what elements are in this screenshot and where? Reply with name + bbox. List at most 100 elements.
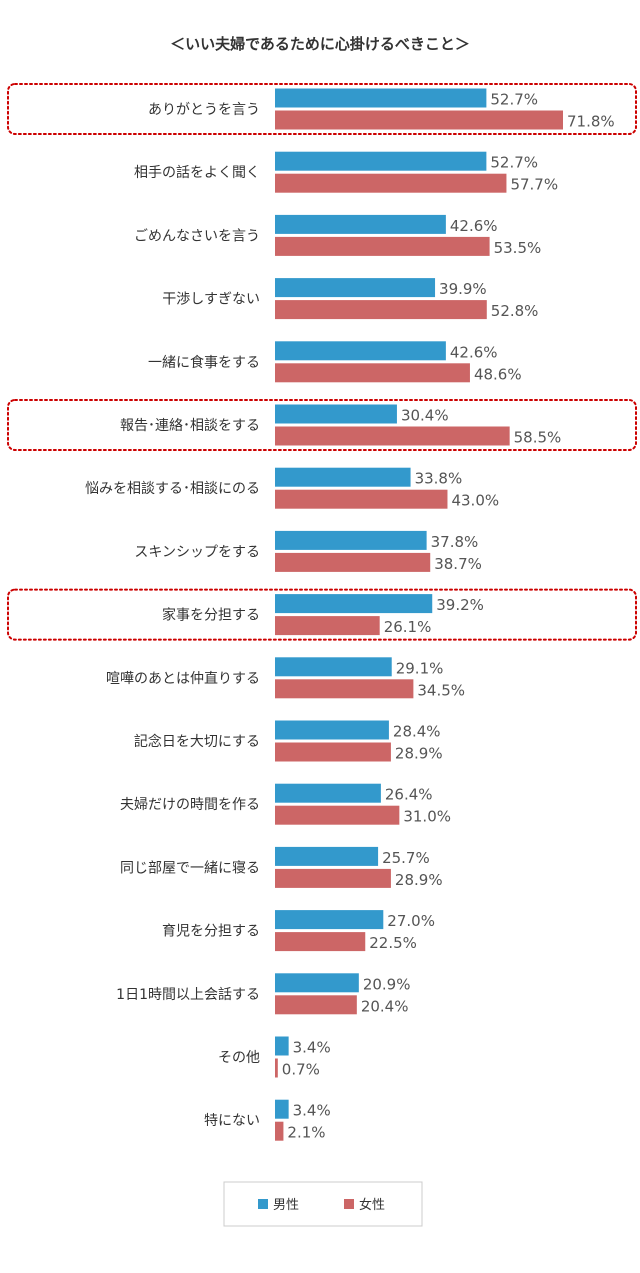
female-legend-swatch bbox=[344, 1199, 354, 1209]
chart-row: 相手の話をよく聞く 52.7% 57.7% bbox=[134, 151, 558, 194]
chart-row: その他 3.4% 0.7% bbox=[218, 1036, 331, 1079]
male-bar bbox=[275, 910, 384, 930]
male-value-label: 39.9% bbox=[439, 280, 487, 298]
female-value-label: 43.0% bbox=[451, 492, 499, 510]
female-value-label: 34.5% bbox=[417, 681, 465, 699]
category-label: 記念日を大切にする bbox=[134, 733, 260, 750]
category-label: 報告･連絡･相談をする bbox=[120, 418, 260, 434]
female-value-label: 31.0% bbox=[403, 808, 451, 826]
female-bar bbox=[275, 1121, 284, 1141]
chart-row: ごめんなさいを言う 42.6% 53.5% bbox=[134, 214, 542, 257]
male-value-label: 28.4% bbox=[393, 723, 441, 741]
male-bar bbox=[275, 657, 392, 677]
male-bar bbox=[275, 88, 487, 108]
female-bar bbox=[275, 805, 400, 825]
female-value-label: 22.5% bbox=[369, 934, 417, 952]
female-bar bbox=[275, 932, 366, 952]
female-bar bbox=[275, 236, 490, 256]
female-bar bbox=[275, 679, 414, 699]
chart-row: 干渉しすぎない 39.9%52.8% bbox=[162, 278, 538, 320]
chart-row: 同じ部屋で一緒に寝る 25.7% 28.9% bbox=[120, 846, 443, 889]
highlight-boxes bbox=[7, 83, 637, 641]
female-bar bbox=[275, 426, 510, 446]
male-bar bbox=[275, 1036, 289, 1056]
male-bar bbox=[275, 594, 433, 614]
category-label: スキンシップをする bbox=[134, 544, 260, 560]
female-value-label: 26.1% bbox=[384, 618, 432, 636]
female-bar bbox=[275, 616, 380, 636]
category-label: 一緒に食事をする bbox=[148, 354, 260, 371]
category-label: ありがとうを言う bbox=[148, 102, 260, 118]
female-value-label: 58.5% bbox=[514, 429, 562, 447]
category-label: 1日1時間以上会話する bbox=[116, 986, 260, 1003]
female-bar bbox=[275, 742, 391, 762]
female-value-label: 48.6% bbox=[474, 365, 522, 383]
category-label: 相手の話をよく聞く bbox=[134, 164, 260, 181]
female-bar bbox=[275, 300, 487, 320]
female-value-label: 20.4% bbox=[361, 997, 409, 1015]
category-label: 育児を分担する bbox=[162, 924, 260, 940]
male-value-label: 42.6% bbox=[450, 217, 498, 235]
male-bar bbox=[275, 846, 379, 866]
female-value-label: 71.8% bbox=[567, 113, 615, 131]
female-bar bbox=[275, 110, 563, 130]
female-value-label: 0.7% bbox=[282, 1061, 320, 1079]
category-label: 特にない bbox=[204, 1113, 260, 1129]
male-value-label: 20.9% bbox=[363, 975, 411, 993]
male-legend-swatch bbox=[258, 1199, 268, 1209]
male-value-label: 3.4% bbox=[293, 1102, 331, 1120]
male-value-label: 27.0% bbox=[387, 912, 435, 930]
male-value-label: 33.8% bbox=[415, 470, 463, 488]
category-label: その他 bbox=[218, 1050, 260, 1066]
male-bar bbox=[275, 214, 446, 234]
female-bar bbox=[275, 868, 391, 888]
male-bar bbox=[275, 467, 411, 487]
chart-rows: ありがとうを言う 52.7% 71.8% 相手の話をよく聞く 52.7% 57.7% ごめん… bbox=[85, 88, 615, 1142]
female-value-label: 57.7% bbox=[510, 176, 558, 194]
chart-row: 喧嘩のあとは仲直りする 29.1% 34.5% bbox=[106, 657, 465, 699]
male-bar bbox=[275, 973, 359, 993]
chart-row: スキンシップをする 37.8% 38.7% bbox=[134, 530, 482, 573]
highlight-box bbox=[7, 588, 637, 641]
chart-row: 悩みを相談する･相談にのる 33.8% 43.0% bbox=[85, 467, 499, 510]
female-bar bbox=[275, 552, 431, 572]
female-bar bbox=[275, 173, 507, 193]
male-value-label: 29.1% bbox=[396, 659, 444, 677]
male-bar bbox=[275, 341, 446, 361]
male-value-label: 26.4% bbox=[385, 786, 433, 804]
male-value-label: 52.7% bbox=[490, 91, 538, 109]
chart-row: 夫婦だけの時間を作る 26.4% 31.0% bbox=[120, 783, 451, 826]
female-bar bbox=[275, 1058, 278, 1078]
chart-title: ＜いい夫婦であるために心掛けるべきこと＞ bbox=[170, 35, 470, 53]
male-value-label: 37.8% bbox=[431, 533, 479, 551]
male-value-label: 52.7% bbox=[490, 154, 538, 172]
male-value-label: 30.4% bbox=[401, 407, 449, 425]
female-value-label: 28.9% bbox=[395, 745, 443, 763]
chart-row: 特にない 3.4% 2.1% bbox=[204, 1099, 331, 1142]
female-value-label: 2.1% bbox=[287, 1124, 325, 1142]
category-label: 喧嘩のあとは仲直りする bbox=[106, 670, 260, 687]
male-bar bbox=[275, 530, 427, 550]
female-value-label: 53.5% bbox=[494, 239, 542, 257]
male-bar bbox=[275, 151, 487, 171]
chart-row: 1日1時間以上会話する 20.9% 20.4% bbox=[116, 973, 410, 1015]
male-bar bbox=[275, 783, 381, 803]
female-value-label: 28.9% bbox=[395, 871, 443, 889]
male-value-label: 39.2% bbox=[436, 596, 484, 614]
male-value-label: 42.6% bbox=[450, 343, 498, 361]
chart-row: 記念日を大切にする 28.4% 28.9% bbox=[134, 720, 443, 763]
female-legend-label: 女性 bbox=[359, 1197, 385, 1213]
category-label: 夫婦だけの時間を作る bbox=[120, 796, 260, 813]
category-label: ごめんなさいを言う bbox=[134, 228, 260, 244]
male-bar bbox=[275, 404, 397, 424]
female-bar bbox=[275, 995, 357, 1015]
legend-box bbox=[223, 1181, 423, 1227]
legend: 男性 女性 bbox=[223, 1181, 423, 1227]
male-legend-label: 男性 bbox=[273, 1198, 299, 1213]
male-value-label: 25.7% bbox=[382, 849, 430, 867]
male-bar bbox=[275, 720, 389, 740]
category-label: 悩みを相談する･相談にのる bbox=[85, 481, 260, 497]
male-value-label: 3.4% bbox=[293, 1039, 331, 1057]
female-value-label: 52.8% bbox=[491, 302, 539, 320]
category-label: 家事を分担する bbox=[162, 607, 260, 624]
